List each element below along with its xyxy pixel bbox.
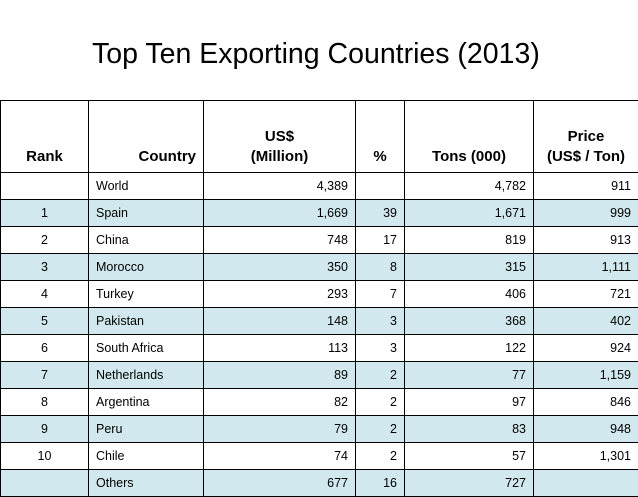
cell-rank: 4 — [1, 281, 89, 308]
cell-percent: 17 — [356, 227, 405, 254]
cell-rank: 9 — [1, 416, 89, 443]
cell-country: Argentina — [89, 389, 204, 416]
cell-rank: 2 — [1, 227, 89, 254]
cell-rank: 6 — [1, 335, 89, 362]
cell-percent — [356, 173, 405, 200]
cell-percent: 3 — [356, 335, 405, 362]
cell-tons: 122 — [405, 335, 534, 362]
cell-country: Peru — [89, 416, 204, 443]
cell-country: Spain — [89, 200, 204, 227]
cell-usd: 74 — [204, 443, 356, 470]
cell-price: 1,301 — [534, 443, 638, 470]
cell-percent: 2 — [356, 362, 405, 389]
cell-price: 999 — [534, 200, 638, 227]
cell-usd: 82 — [204, 389, 356, 416]
cell-rank: 8 — [1, 389, 89, 416]
page-title: Top Ten Exporting Countries (2013) — [92, 38, 540, 71]
cell-usd: 89 — [204, 362, 356, 389]
cell-percent: 2 — [356, 416, 405, 443]
header-rank: Rank — [1, 101, 89, 173]
cell-price: 1,111 — [534, 254, 638, 281]
cell-country: Netherlands — [89, 362, 204, 389]
cell-usd: 1,669 — [204, 200, 356, 227]
cell-rank: 10 — [1, 443, 89, 470]
cell-rank — [1, 470, 89, 497]
cell-tons: 4,782 — [405, 173, 534, 200]
header-usd: US$ (Million) — [204, 101, 356, 173]
cell-country: World — [89, 173, 204, 200]
cell-price: 948 — [534, 416, 638, 443]
cell-tons: 406 — [405, 281, 534, 308]
cell-tons: 83 — [405, 416, 534, 443]
header-price-line1: Price — [568, 128, 605, 145]
cell-price — [534, 470, 638, 497]
cell-percent: 2 — [356, 443, 405, 470]
cell-country: China — [89, 227, 204, 254]
cell-tons: 57 — [405, 443, 534, 470]
cell-percent: 3 — [356, 308, 405, 335]
header-country: Country — [89, 101, 204, 173]
header-percent: % — [356, 101, 405, 173]
cell-usd: 748 — [204, 227, 356, 254]
header-usd-line1: US$ — [265, 128, 294, 145]
cell-tons: 77 — [405, 362, 534, 389]
cell-country: Morocco — [89, 254, 204, 281]
cell-price: 911 — [534, 173, 638, 200]
cell-rank: 3 — [1, 254, 89, 281]
cell-price: 924 — [534, 335, 638, 362]
cell-price: 402 — [534, 308, 638, 335]
cell-usd: 350 — [204, 254, 356, 281]
cell-tons: 315 — [405, 254, 534, 281]
header-price: Price (US$ / Ton) — [534, 101, 638, 173]
cell-price: 1,159 — [534, 362, 638, 389]
cell-usd: 113 — [204, 335, 356, 362]
cell-tons: 819 — [405, 227, 534, 254]
cell-percent: 8 — [356, 254, 405, 281]
cell-usd: 677 — [204, 470, 356, 497]
cell-price: 913 — [534, 227, 638, 254]
cell-percent: 39 — [356, 200, 405, 227]
exporters-table: Rank Country US$ (Million) % Tons (000) … — [0, 100, 638, 497]
cell-country: South Africa — [89, 335, 204, 362]
cell-tons: 368 — [405, 308, 534, 335]
cell-price: 721 — [534, 281, 638, 308]
header-price-line2: (US$ / Ton) — [547, 148, 625, 165]
cell-country: Pakistan — [89, 308, 204, 335]
cell-tons: 97 — [405, 389, 534, 416]
cell-country: Turkey — [89, 281, 204, 308]
cell-rank: 5 — [1, 308, 89, 335]
cell-percent: 16 — [356, 470, 405, 497]
cell-price: 846 — [534, 389, 638, 416]
cell-usd: 293 — [204, 281, 356, 308]
cell-country: Others — [89, 470, 204, 497]
header-usd-line2: (Million) — [251, 148, 308, 165]
table-header-row: Rank Country US$ (Million) % Tons (000) … — [1, 101, 638, 173]
cell-usd: 148 — [204, 308, 356, 335]
cell-tons: 727 — [405, 470, 534, 497]
cell-usd: 79 — [204, 416, 356, 443]
header-tons: Tons (000) — [405, 101, 534, 173]
cell-rank: 1 — [1, 200, 89, 227]
cell-tons: 1,671 — [405, 200, 534, 227]
cell-country: Chile — [89, 443, 204, 470]
cell-rank — [1, 173, 89, 200]
cell-usd: 4,389 — [204, 173, 356, 200]
cell-percent: 7 — [356, 281, 405, 308]
cell-percent: 2 — [356, 389, 405, 416]
cell-rank: 7 — [1, 362, 89, 389]
